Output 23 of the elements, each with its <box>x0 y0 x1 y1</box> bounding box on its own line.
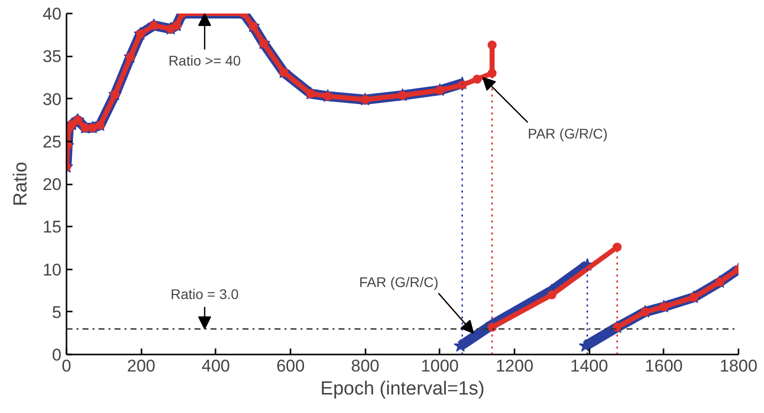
x-tick-label: 600 <box>276 356 305 376</box>
x-tick-label: 800 <box>350 356 380 376</box>
annotation: PAR (G/R/C) <box>528 125 608 142</box>
annotation: Ratio = 3.0 <box>170 286 239 302</box>
y-tick-label: 15 <box>42 218 62 237</box>
x-tick-label: 400 <box>202 356 230 376</box>
annotation: FAR (G/R/C) <box>359 274 438 290</box>
y-tick-label: 40 <box>42 4 62 24</box>
x-tick-label: 1000 <box>420 356 459 376</box>
x-axis-title: Epoch (interval=1s) <box>320 378 485 400</box>
y-tick-label: 5 <box>52 302 62 322</box>
y-tick-label: 25 <box>42 132 62 152</box>
annotation: Ratio >= 40 <box>168 52 242 68</box>
y-axis-title: Ratio <box>10 162 32 206</box>
y-tick-label: 20 <box>42 175 62 194</box>
x-tick-label: 1600 <box>644 356 683 376</box>
x-tick-label: 1400 <box>570 356 608 376</box>
x-tick-label: 1800 <box>720 356 758 376</box>
y-tick-label: 35 <box>42 47 62 66</box>
x-tick-label: 1200 <box>496 356 534 376</box>
x-tick-label: 200 <box>126 356 156 376</box>
y-tick-label: 30 <box>42 90 62 109</box>
y-tick-label: 10 <box>42 260 62 280</box>
